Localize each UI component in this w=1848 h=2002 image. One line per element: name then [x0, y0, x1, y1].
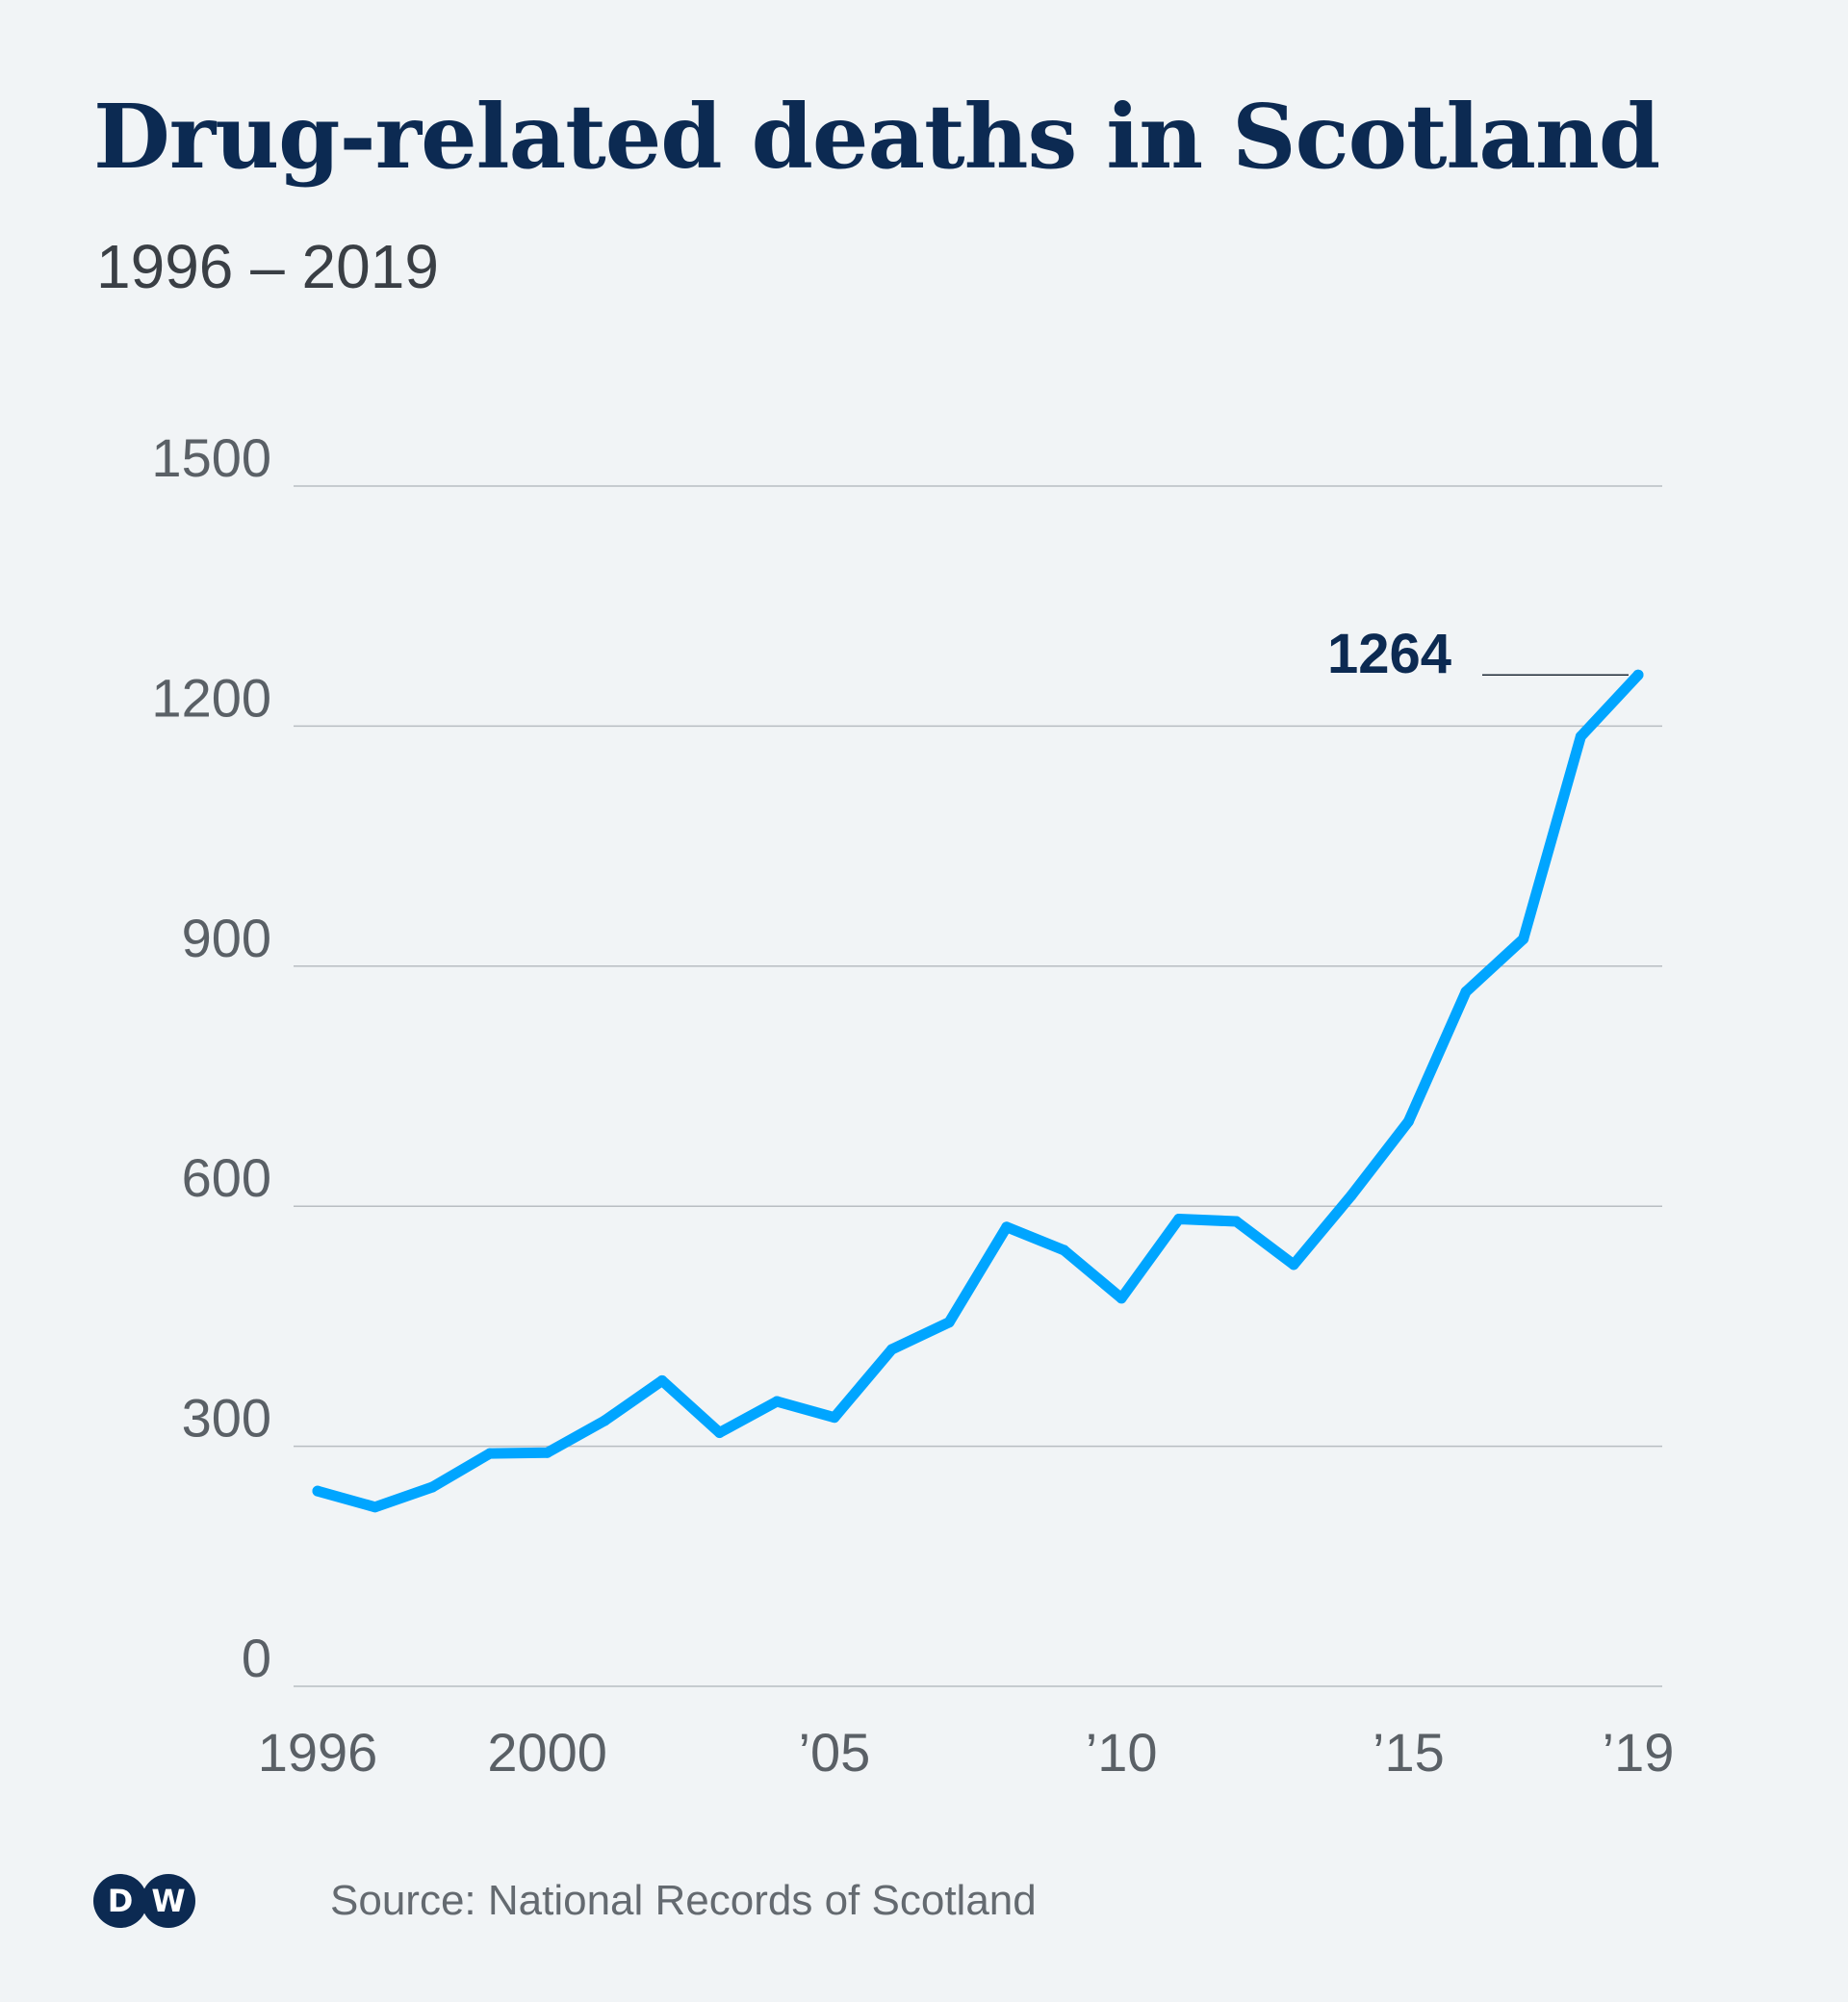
source-note: Source: National Records of Scotland [330, 1877, 1037, 1924]
data-point-2003 [714, 1426, 726, 1438]
y-tick-label: 600 [182, 1147, 271, 1208]
data-point-2006 [886, 1344, 898, 1355]
footer: D W Source: National Records of Scotland [93, 1872, 1037, 1930]
series-line [312, 669, 1644, 1513]
annotation-label: 1264 [1327, 623, 1451, 685]
data-point-2010 [1116, 1293, 1127, 1304]
y-tick-label: 1500 [151, 427, 271, 488]
data-point-2018 [1575, 731, 1586, 742]
data-point-2014 [1346, 1190, 1357, 1201]
x-tick-label: ’05 [799, 1722, 871, 1783]
logo-letter-w: W [141, 1874, 195, 1928]
data-point-2000 [542, 1447, 553, 1458]
chart-subtitle: 1996 – 2019 [96, 232, 439, 301]
y-tick-label: 900 [182, 908, 271, 968]
x-tick-label: 1996 [258, 1722, 378, 1783]
x-tick-label: 2000 [487, 1722, 607, 1783]
data-point-2004 [771, 1396, 783, 1407]
data-point-2017 [1518, 934, 1529, 945]
data-point-2012 [1230, 1216, 1242, 1227]
data-point-1999 [484, 1448, 496, 1459]
data-point-2005 [829, 1412, 840, 1424]
y-tick-label: 1200 [151, 667, 271, 728]
logo-letter-d: D [93, 1874, 147, 1928]
data-point-2016 [1460, 986, 1472, 997]
data-point-1997 [370, 1502, 381, 1513]
data-point-2019 [1632, 669, 1644, 680]
line-chart: 0 300 600 900 1200 1500 1996 2000 ’05 ’10 ’15 ’19 12… [151, 427, 1675, 1783]
x-tick-label: ’15 [1373, 1722, 1445, 1783]
x-tick-label: ’19 [1603, 1722, 1675, 1783]
y-tick-label: 0 [242, 1628, 271, 1688]
data-point-1998 [426, 1481, 438, 1493]
dw-logo: D W [93, 1874, 195, 1928]
data-point-2007 [943, 1317, 955, 1328]
y-tick-label: 300 [182, 1388, 271, 1449]
x-tick-label: ’10 [1086, 1722, 1158, 1783]
data-point-2009 [1058, 1245, 1069, 1256]
data-point-2008 [1001, 1221, 1013, 1233]
data-point-2015 [1402, 1116, 1414, 1127]
data-point-2011 [1173, 1214, 1185, 1225]
chart-title: Drug-related deaths in Scotland [93, 85, 1660, 189]
data-point-2013 [1288, 1259, 1299, 1270]
data-point-2002 [656, 1374, 668, 1386]
data-point-1996 [312, 1485, 323, 1497]
data-point-2001 [599, 1415, 610, 1426]
